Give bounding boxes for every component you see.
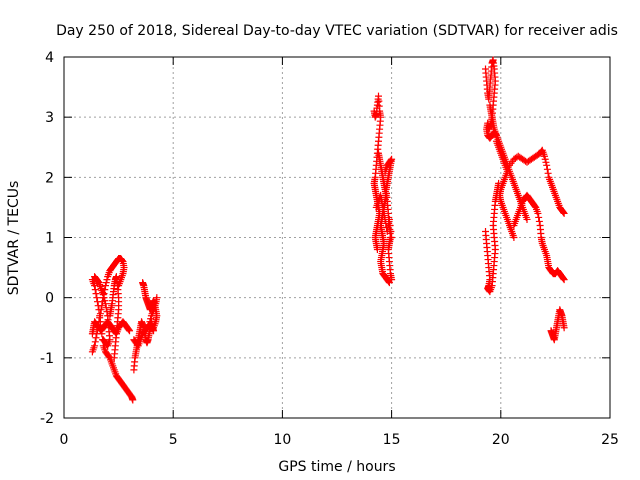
y-tick-label: 4: [45, 50, 54, 66]
data-point-plus: [91, 286, 99, 294]
data-point-plus: [94, 278, 102, 286]
x-tick-label: 5: [169, 432, 178, 448]
data-point-plus: [388, 234, 396, 241]
data-point-plus: [386, 221, 394, 229]
data-point-plus: [153, 294, 161, 302]
x-tick-label: 20: [492, 432, 510, 448]
data-point-plus: [377, 191, 385, 199]
data-point-plus: [535, 213, 543, 221]
data-point-plus: [93, 330, 101, 338]
y-tick-label: -2: [40, 411, 54, 427]
data-point-plus: [540, 152, 548, 160]
data-point-plus: [110, 354, 118, 362]
data-point-plus: [559, 275, 567, 283]
data-point-plus: [91, 338, 99, 346]
data-point-plus: [101, 300, 109, 308]
data-point-plus: [377, 195, 385, 203]
data-point-plus: [129, 396, 137, 404]
data-point-plus: [387, 227, 395, 235]
data-point-plus: [146, 318, 154, 326]
data-point-plus: [379, 203, 387, 211]
data-point-plus: [385, 215, 393, 223]
data-point-plus: [560, 324, 568, 332]
x-tick-label: 25: [601, 432, 619, 448]
data-point-plus: [96, 314, 104, 322]
data-point-plus: [125, 326, 133, 334]
data-point-plus: [97, 306, 105, 314]
data-point-plus: [145, 321, 153, 329]
data-point-plus: [543, 165, 551, 173]
data-points: [88, 56, 568, 404]
data-point-plus: [560, 276, 568, 284]
data-point-plus: [99, 291, 107, 299]
data-point-plus: [100, 294, 108, 302]
x-axis-ticks: 0 5 10 15 20 25: [60, 57, 619, 448]
x-tick-label: 15: [383, 432, 401, 448]
data-point-plus: [94, 322, 102, 330]
data-point-plus: [105, 353, 113, 361]
data-point-plus: [510, 234, 518, 241]
data-point-plus: [126, 327, 134, 335]
y-axis-label: SDTVAR / TECUs: [6, 181, 22, 296]
data-point-plus: [380, 211, 388, 219]
data-point-plus: [380, 207, 388, 215]
data-point-plus: [92, 290, 100, 298]
data-point-plus: [91, 282, 99, 290]
data-point-plus: [560, 209, 568, 217]
data-point-plus: [101, 297, 109, 305]
data-point-plus: [91, 342, 99, 350]
data-point-plus: [101, 282, 109, 290]
data-point-plus: [96, 310, 104, 318]
data-point-plus: [378, 199, 386, 207]
data-point-plus: [544, 169, 552, 177]
grid-lines: [64, 57, 610, 418]
y-tick-label: 3: [45, 110, 54, 126]
x-tick-label: 0: [60, 432, 69, 448]
data-point-plus: [98, 302, 106, 310]
data-point-plus: [543, 161, 551, 169]
y-tick-label: 1: [45, 231, 54, 247]
data-point-plus: [100, 337, 108, 345]
data-point-plus: [92, 334, 100, 342]
data-point-plus: [99, 336, 107, 344]
data-point-plus: [102, 279, 110, 287]
data-point-plus: [523, 215, 531, 223]
data-point-plus: [542, 158, 550, 166]
data-point-plus: [388, 276, 396, 284]
data-point-plus: [531, 202, 539, 210]
data-point-plus: [93, 294, 101, 302]
data-point-plus: [150, 324, 158, 332]
y-axis-ticks: -2 -1 0 1 2 3 4: [40, 50, 610, 427]
data-point-plus: [95, 318, 103, 326]
data-point-plus: [118, 257, 126, 265]
y-tick-label: 0: [45, 291, 54, 307]
y-tick-label: -1: [40, 351, 54, 367]
chart-title: Day 250 of 2018, Sidereal Day-to-day VTE…: [56, 23, 618, 39]
y-tick-label: 2: [45, 170, 54, 186]
data-point-plus: [103, 276, 111, 284]
x-axis-label: GPS time / hours: [278, 459, 395, 475]
data-point-plus: [541, 155, 549, 163]
data-point-plus: [535, 217, 543, 225]
data-point-plus: [93, 326, 101, 334]
data-point-plus: [147, 315, 155, 323]
x-tick-label: 10: [273, 432, 291, 448]
data-point-plus: [559, 208, 567, 216]
data-point-plus: [534, 209, 542, 217]
data-point-plus: [144, 322, 152, 330]
